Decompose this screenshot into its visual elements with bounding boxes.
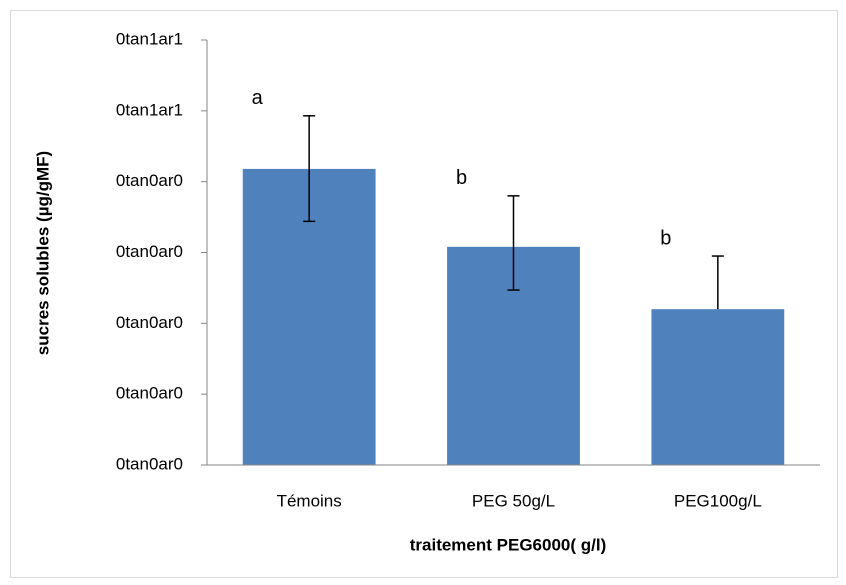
x-tick-label: Témoins: [277, 491, 342, 510]
x-axis-label: traitement PEG6000( g/l): [410, 535, 607, 554]
y-tick-label: 0tan0ar0: [116, 242, 183, 261]
x-tick-label: PEG100g/L: [674, 491, 762, 510]
y-tick-label: 0tan1ar1: [116, 29, 183, 48]
y-tick-label: 0tan0ar0: [116, 454, 183, 473]
x-tick-label: PEG 50g/L: [472, 491, 555, 510]
annotation: b: [456, 167, 467, 189]
annotation: b: [660, 227, 671, 249]
y-tick-label: 0tan0ar0: [116, 313, 183, 332]
bar: [651, 309, 785, 465]
y-tick-label: 0tan1ar1: [116, 100, 183, 119]
y-tick-label: 0tan0ar0: [116, 384, 183, 403]
chart-frame: [10, 10, 838, 578]
annotation: a: [252, 87, 264, 109]
y-axis-label: sucres solubles (µg/gMF): [33, 151, 52, 355]
y-tick-label: 0tan0ar0: [116, 171, 183, 190]
